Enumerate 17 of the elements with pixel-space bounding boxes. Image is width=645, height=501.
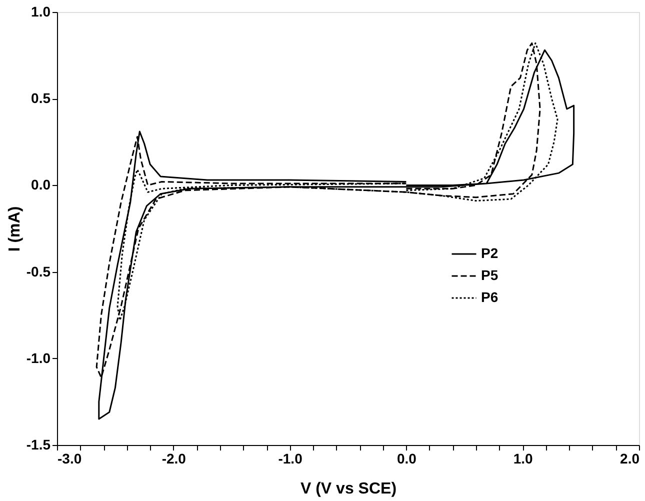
- x-tick-label: 2.0: [620, 450, 640, 466]
- x-tick-label: 1.0: [513, 450, 534, 466]
- x-tick-label: 0.0: [396, 450, 417, 466]
- y-tick-label: -1.0: [26, 350, 51, 366]
- x-axis-title: V (V vs SCE): [300, 480, 397, 498]
- legend-label: P2: [481, 245, 498, 261]
- x-tick-label: -2.0: [162, 450, 186, 466]
- legend-label: P6: [481, 289, 498, 305]
- y-tick-label: 0.0: [31, 176, 51, 193]
- y-tick-label: 1.0: [31, 4, 51, 20]
- y-axis-title: I (mA): [6, 206, 24, 252]
- y-tick-label: -0.5: [26, 263, 51, 280]
- y-tick-label: 0.5: [31, 90, 51, 106]
- y-tick-label: -1.5: [26, 436, 51, 452]
- x-tick-label: -1.0: [278, 450, 303, 466]
- x-tick-label: -3.0: [58, 450, 82, 466]
- legend-label: P5: [481, 267, 498, 283]
